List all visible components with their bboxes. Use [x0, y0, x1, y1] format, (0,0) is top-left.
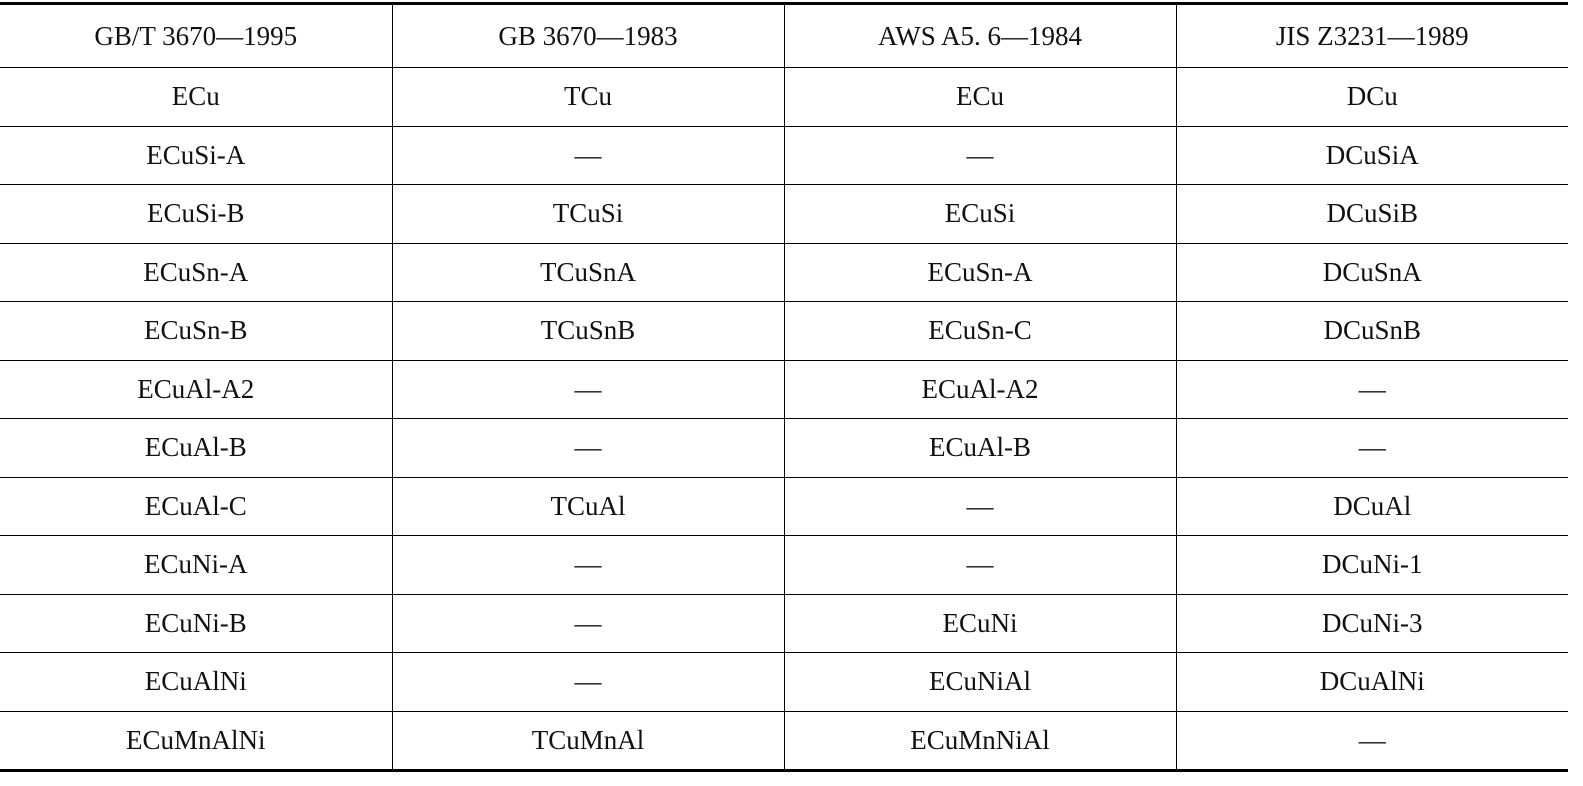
table-cell: ECuSn-A	[0, 243, 393, 302]
table-row: ECuSn-B TCuSnB ECuSn-C DCuSnB	[0, 301, 1568, 361]
table-cell: —	[391, 652, 785, 712]
table-cell: ECuNi-B	[0, 594, 393, 653]
table-row: ECuMnAlNi TCuMnAl ECuMnNiAl —	[0, 711, 1568, 771]
header-row: GB/T 3670—1995 GB 3670—1983 AWS A5. 6—1984…	[0, 3, 1568, 68]
table-cell: DCuNi-3	[1175, 594, 1568, 653]
table-row: ECuNi-A — — DCuNi-1	[0, 535, 1568, 595]
table-cell: ECuSn-B	[0, 301, 393, 361]
table-row: ECuAlNi — ECuNiAl DCuAlNi	[0, 652, 1568, 712]
table-row: ECuSi-A — — DCuSiA	[0, 126, 1568, 185]
table-cell: —	[1175, 711, 1568, 771]
table-cell: ECuAl-B	[783, 418, 1177, 478]
table-cell: ECuSn-C	[783, 301, 1177, 361]
table-cell: —	[391, 594, 785, 653]
table-cell: DCuSiB	[1175, 184, 1568, 244]
header-cell: GB/T 3670—1995	[0, 3, 393, 68]
table-cell: ECuAl-C	[0, 477, 393, 536]
table-cell: ECuSi-A	[0, 126, 393, 185]
table-cell: ECu	[783, 67, 1177, 127]
table-cell: ECu	[0, 67, 393, 127]
table-cell: DCuSiA	[1175, 126, 1568, 185]
table-row: ECuSi-B TCuSi ECuSi DCuSiB	[0, 184, 1568, 244]
table-cell: DCuSnA	[1175, 243, 1568, 302]
table-cell: ECuSi-B	[0, 184, 393, 244]
table-cell: TCuAl	[391, 477, 785, 536]
table-cell: ECuAl-A2	[783, 360, 1177, 419]
table-cell: —	[391, 418, 785, 478]
table-cell: —	[1175, 418, 1568, 478]
table-cell: DCuNi-1	[1175, 535, 1568, 595]
table-row: ECuSn-A TCuSnA ECuSn-A DCuSnA	[0, 243, 1568, 302]
table-cell: TCuSnA	[391, 243, 785, 302]
table-cell: —	[783, 126, 1177, 185]
table-row: ECuAl-B — ECuAl-B —	[0, 418, 1568, 478]
header-cell: JIS Z3231—1989	[1175, 3, 1568, 68]
table-cell: DCuAlNi	[1175, 652, 1568, 712]
table-row: ECuNi-B — ECuNi DCuNi-3	[0, 594, 1568, 653]
table-cell: ECuNi	[783, 594, 1177, 653]
table-cell: TCuMnAl	[391, 711, 785, 771]
table-row: ECuAl-A2— ECuAl-A2—	[0, 360, 1568, 419]
table-row: ECuAl-C TCuAl — DCuAl	[0, 477, 1568, 536]
table-cell: DCu	[1175, 67, 1568, 127]
table-cell: ECuNiAl	[783, 652, 1177, 712]
table-row: ECu TCu ECu DCu	[0, 67, 1568, 127]
table-cell: TCuSnB	[391, 301, 785, 361]
table-cell: —	[391, 126, 785, 185]
table-cell: —	[783, 535, 1177, 595]
table-cell: ECuMnNiAl	[783, 711, 1177, 771]
table-cell: ECuAlNi	[0, 652, 393, 712]
table-cell: TCu	[391, 67, 785, 127]
table-cell: DCuSnB	[1175, 301, 1568, 361]
comparison-table: GB/T 3670—1995 GB 3670—1983 AWS A5. 6—1984…	[0, 2, 1568, 772]
table-body: ECu TCu ECu DCu ECuSi-A — — DCuSiA ECuSi-B TCuSi E…	[0, 67, 1568, 771]
table-header: GB/T 3670—1995 GB 3670—1983 AWS A5. 6—1984…	[0, 3, 1568, 68]
table-cell: ECuSi	[783, 184, 1177, 244]
table-cell: ECuAl-B	[0, 418, 393, 478]
header-cell: AWS A5. 6—1984	[783, 3, 1177, 68]
table-cell: —	[391, 535, 785, 595]
table-cell: TCuSi	[391, 184, 785, 244]
table-cell: —	[1175, 360, 1568, 419]
table-cell: ECuAl-A2	[0, 360, 393, 419]
table-cell: —	[783, 477, 1177, 536]
header-cell: GB 3670—1983	[391, 3, 785, 68]
table-cell: DCuAl	[1175, 477, 1568, 536]
table-cell: ECuMnAlNi	[0, 711, 393, 771]
table-cell: ECuSn-A	[783, 243, 1177, 302]
table-cell: ECuNi-A	[0, 535, 393, 595]
table-cell: —	[391, 360, 785, 419]
